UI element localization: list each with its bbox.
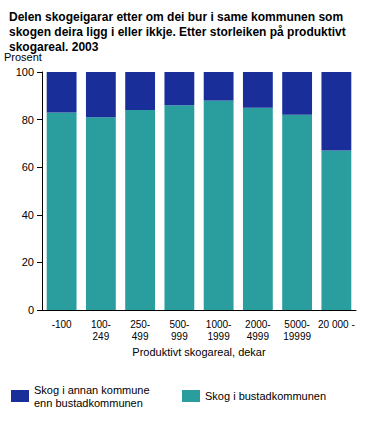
- svg-text:249: 249: [93, 331, 110, 342]
- svg-text:19999: 19999: [283, 331, 311, 342]
- svg-text:1000-: 1000-: [206, 319, 232, 330]
- svg-text:20: 20: [22, 256, 34, 268]
- svg-text:skogareal. 2003: skogareal. 2003: [9, 40, 99, 54]
- svg-text:Skog i bustadkommunen: Skog i bustadkommunen: [205, 390, 326, 402]
- svg-text:Delen skogeigarar etter om dei: Delen skogeigarar etter om dei bur i sam…: [9, 10, 346, 24]
- svg-text:100-: 100-: [91, 319, 111, 330]
- svg-text:5000-: 5000-: [284, 319, 310, 330]
- svg-text:40: 40: [22, 209, 34, 221]
- svg-text:20 000 -: 20 000 -: [318, 319, 355, 330]
- svg-text:500-: 500-: [169, 319, 189, 330]
- svg-text:enn bustadkommunen: enn bustadkommunen: [34, 397, 143, 409]
- svg-text:0: 0: [28, 304, 34, 316]
- svg-text:499: 499: [132, 331, 149, 342]
- svg-text:999: 999: [171, 331, 188, 342]
- svg-text:skogen deira ligg i eller ikkj: skogen deira ligg i eller ikkje. Etter s…: [9, 25, 349, 39]
- svg-text:1999: 1999: [208, 331, 231, 342]
- svg-text:4999: 4999: [247, 331, 270, 342]
- svg-text:Skog i annan kommune: Skog i annan kommune: [34, 384, 153, 396]
- svg-text:2000-: 2000-: [245, 319, 271, 330]
- svg-text:60: 60: [22, 161, 34, 173]
- svg-text:100: 100: [16, 66, 34, 78]
- svg-text:80: 80: [22, 114, 34, 126]
- svg-text:Prosent: Prosent: [4, 50, 42, 63]
- svg-text:Produktivt skogareal, dekar: Produktivt skogareal, dekar: [132, 346, 266, 358]
- svg-text:-100: -100: [52, 319, 72, 330]
- svg-text:250-: 250-: [130, 319, 150, 330]
